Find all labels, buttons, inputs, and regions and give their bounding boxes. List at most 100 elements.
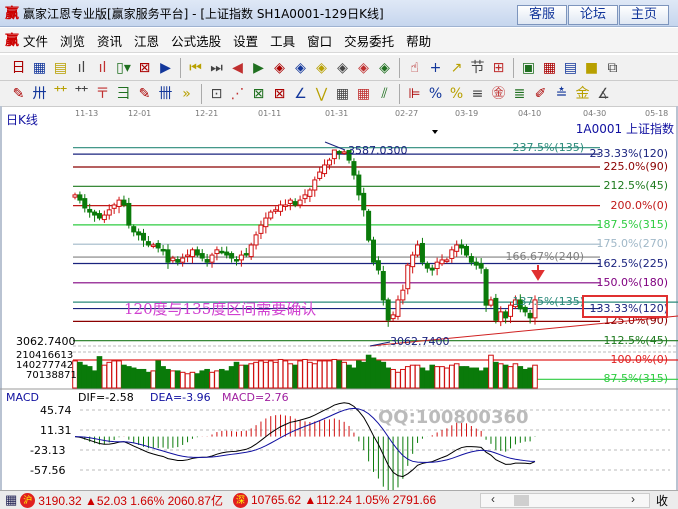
gold3-icon[interactable]: ≛ — [555, 85, 568, 102]
drawing-toolbar: ✎ 卅⺿⺿〒彐 ✎ 卌» ⊡ ⋰ ⊠ ⊠ ∠ ⋁ ▦ ▦ ⫽ ⊫%% ≡ ㊎ ≣ ✐ ≛ 金 ∡ — [0, 81, 678, 107]
volume-bar — [184, 373, 191, 389]
collapse-button[interactable]: 收 — [656, 493, 669, 508]
candle-icon[interactable]: ▯▾ — [116, 59, 131, 76]
scroll-right-button[interactable]: › — [631, 492, 635, 506]
gold-icon[interactable]: ㊎ — [491, 85, 506, 102]
fib-level-label: 162.5%(225) — [596, 256, 668, 270]
left-diamond-icon[interactable]: ◈ — [274, 59, 285, 76]
volume-bar — [135, 368, 142, 389]
first-icon[interactable]: ⏮ — [189, 59, 202, 76]
expand-h-icon[interactable]: ◈ — [316, 59, 327, 76]
crosshair-icon[interactable]: + — [429, 59, 442, 76]
save-icon[interactable]: ■ — [584, 59, 599, 76]
pct3-icon[interactable]: ≡ — [471, 85, 484, 102]
scroll-thumb[interactable] — [514, 495, 529, 506]
menu-file[interactable]: 文件 — [23, 33, 49, 49]
more-icon[interactable]: » — [182, 85, 191, 102]
square2-icon[interactable]: ⊠ — [273, 85, 286, 102]
line-icon[interactable]: ↗ — [450, 59, 463, 76]
candle-down — [204, 259, 210, 263]
menu-info[interactable]: 资讯 — [97, 33, 123, 49]
mark-icon[interactable]: ⊠ — [138, 59, 151, 76]
menu-tools[interactable]: 工具 — [270, 33, 296, 49]
flag-icon[interactable]: ▶ — [160, 59, 171, 76]
fib-level-label: 187.5%(315) — [596, 217, 668, 231]
gann-icon[interactable]: ⺿ — [53, 85, 68, 102]
doc-icon[interactable]: ▤ — [53, 59, 68, 76]
last-icon[interactable]: ⏭ — [210, 59, 223, 76]
forum-button[interactable]: 论坛 — [568, 5, 618, 25]
notes-icon[interactable]: ▤ — [563, 59, 578, 76]
ruler-icon[interactable]: ⊫ — [408, 85, 421, 102]
menu-help[interactable]: 帮助 — [406, 33, 432, 49]
box-icon[interactable]: ⊡ — [210, 85, 223, 102]
scroll-left-button[interactable]: ‹ — [491, 492, 495, 506]
volume-bar — [174, 370, 181, 389]
kline-icon[interactable]: ıl — [77, 59, 86, 76]
shrink-icon[interactable]: ◈ — [337, 59, 348, 76]
grid2-icon[interactable]: 卌 — [158, 85, 173, 102]
calculator-icon[interactable]: ▦ — [542, 59, 557, 76]
title-bar: 赢 赢家江恩专业版[赢家服务平台] - [上证指数 SH1A0001-129日K… — [0, 0, 678, 27]
angle-icon[interactable]: ∠ — [294, 85, 307, 102]
calendar-icon[interactable]: ▣ — [521, 59, 536, 76]
volume-bar — [150, 370, 157, 389]
volume-bar — [370, 357, 377, 389]
right-diamond-icon[interactable]: ◈ — [295, 59, 306, 76]
menu-trade[interactable]: 交易委托 — [344, 33, 395, 49]
parallel-icon[interactable]: ⫽ — [381, 85, 388, 102]
gann2-icon[interactable]: ⺿ — [74, 85, 89, 102]
kline2-icon[interactable]: ıl — [98, 59, 107, 76]
day-period-icon[interactable]: 日▾ — [11, 59, 26, 81]
volume-bar — [512, 363, 519, 389]
gold2-icon[interactable]: ≣ — [513, 85, 526, 102]
gold4-icon[interactable]: 金 — [575, 85, 590, 102]
pct-icon[interactable]: % — [428, 85, 443, 102]
calendar-icon[interactable]: ▦ — [5, 492, 18, 507]
mesh-icon[interactable]: ▦ — [335, 85, 350, 102]
menu-window[interactable]: 窗口 — [307, 33, 333, 49]
menu-browse[interactable]: 浏览 — [60, 33, 86, 49]
candle-down — [87, 208, 93, 213]
volume-bar — [522, 368, 529, 389]
volume-bar — [287, 363, 294, 389]
expand-v-icon[interactable]: ◈ — [379, 59, 390, 76]
menu-gann[interactable]: 江恩 — [134, 33, 160, 49]
menu-formula[interactable]: 公式选股 — [171, 33, 222, 49]
fan-icon[interactable]: ⋰ — [230, 85, 245, 102]
pen3-icon[interactable]: ✐ — [534, 85, 547, 102]
volume-bar — [424, 370, 431, 389]
chart-icon[interactable]: ⊞ — [492, 59, 505, 76]
pen2-icon[interactable]: ✎ — [138, 85, 151, 102]
home-button[interactable]: 主页 — [619, 5, 669, 25]
mesh2-icon[interactable]: ▦ — [356, 85, 371, 102]
spiral-icon[interactable]: 彐 — [116, 85, 131, 102]
window-icon[interactable]: ▦ — [32, 59, 47, 76]
pct2-icon[interactable]: % — [449, 85, 464, 102]
square-icon[interactable]: ⊠ — [252, 85, 265, 102]
security-label: 1A0001 上证指数 — [575, 122, 674, 136]
pen-icon[interactable]: ✎ — [12, 85, 25, 102]
macd-axis-label: -57.56 — [30, 464, 66, 477]
menu-settings[interactable]: 设置 — [233, 33, 259, 49]
customer-service-button[interactable]: 客服 — [517, 5, 567, 25]
horizontal-scrollbar[interactable]: ‹ › — [480, 492, 650, 508]
candle-up — [287, 199, 293, 204]
prev-icon[interactable]: ◀ — [232, 59, 243, 76]
grid-icon[interactable]: 卅 — [32, 85, 47, 102]
tree-icon[interactable]: 节 — [470, 59, 485, 76]
candle-down — [292, 201, 298, 206]
fib-level-label: 100.0%(0) — [610, 353, 668, 366]
next-icon[interactable]: ▶ — [253, 59, 264, 76]
candle-up — [395, 299, 401, 317]
volume-bar — [111, 360, 117, 389]
hand-icon[interactable]: ☝ — [410, 59, 419, 76]
candle-down — [361, 192, 367, 211]
expand-icon[interactable]: ◈ — [358, 59, 369, 76]
wave-icon[interactable]: ⋁ — [315, 85, 328, 102]
fib-icon[interactable]: 〒 — [95, 85, 110, 102]
network-icon[interactable]: ⧉ — [607, 59, 618, 76]
candle-up — [180, 257, 186, 263]
angle2-icon[interactable]: ∡ — [597, 85, 610, 102]
